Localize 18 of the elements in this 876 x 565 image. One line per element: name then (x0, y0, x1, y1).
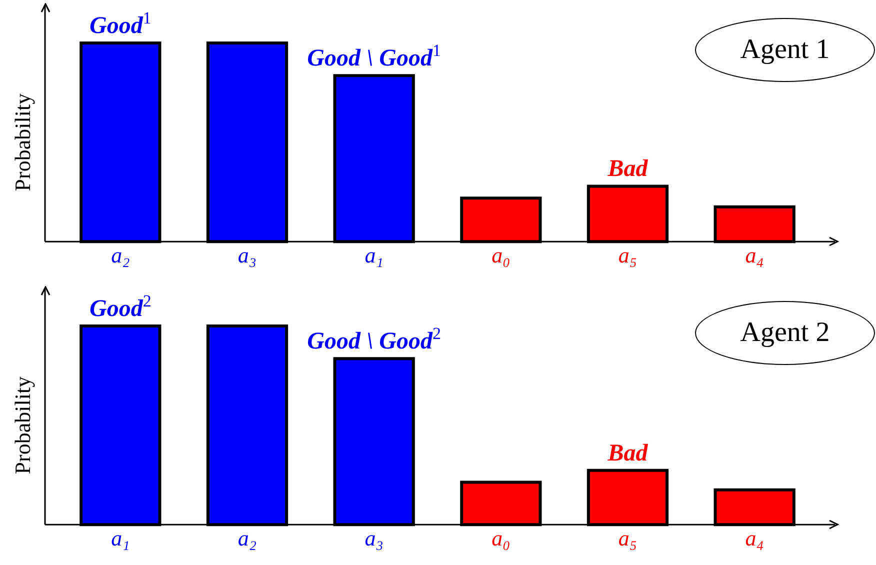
ellipse-outline: Agent 1 (695, 18, 875, 82)
y-axis-title: Probability (10, 376, 35, 474)
x-tick-label: a₀ (492, 242, 510, 268)
x-tick-label: a₄ (745, 526, 764, 551)
x-tick-label: a₁ (364, 242, 384, 268)
x-tick-label: a₄ (745, 242, 764, 268)
x-tick-label: a₅ (618, 526, 638, 551)
annotation: Bad (606, 156, 649, 182)
x-tick-label: a₀ (492, 526, 510, 551)
ellipse-outline: Agent 2 (695, 301, 875, 365)
x-tick-label: a₅ (618, 242, 638, 268)
x-tick-label: a₃ (364, 526, 384, 551)
annotation: Bad (606, 440, 649, 466)
y-axis-title: Probability (10, 93, 35, 192)
x-tick-label: a₂ (238, 526, 257, 551)
x-tick-label: a₂ (111, 242, 130, 268)
x-tick-label: a₁ (111, 526, 130, 551)
x-tick-label: a₃ (238, 242, 257, 268)
